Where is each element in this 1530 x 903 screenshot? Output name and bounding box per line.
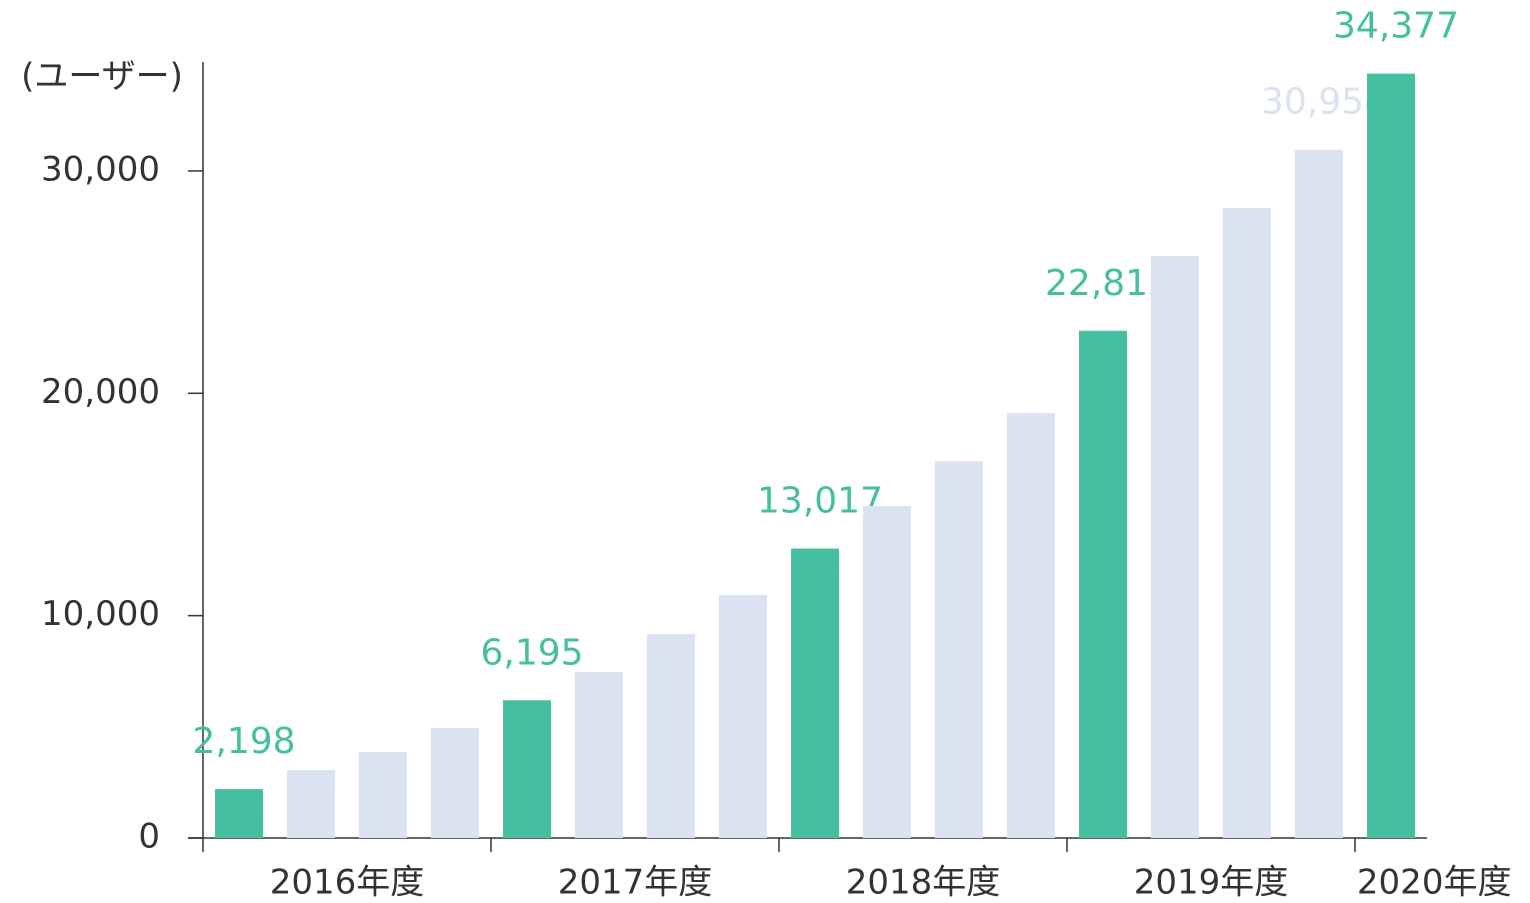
value-label: 6,195 [480,632,583,673]
bar [719,594,767,838]
bar [935,461,983,838]
x-tick-label: 2018年度 [846,863,1001,903]
value-label: 22,812 [1045,263,1171,304]
bar [359,751,407,838]
x-tick-label: 2017年度 [558,863,713,903]
x-tick-label: 2020年度 [1357,863,1512,903]
bar [863,506,911,838]
x-tick-label: 2019年度 [1134,863,1289,903]
value-label: 2,198 [192,721,295,762]
bar [1007,413,1055,838]
bar [1079,330,1127,838]
y-tick-label: 30,000 [41,149,160,189]
bar [791,548,839,838]
y-axis-label: (ユーザー) [21,57,183,97]
bar [1223,208,1271,838]
y-tick-label: 10,000 [41,594,160,634]
bar [1367,73,1415,838]
bar [215,789,263,838]
bar [575,672,623,838]
bar [1295,149,1343,838]
y-tick-label: 20,000 [41,372,160,412]
bar [431,727,479,838]
value-label: 13,017 [757,481,883,522]
bar [647,634,695,838]
y-tick-label: 0 [138,817,160,857]
bar [287,769,335,838]
bar [503,700,551,838]
value-label: 34,377 [1333,6,1459,47]
x-tick-label: 2016年度 [270,863,425,903]
value-label: 30,954 [1261,82,1387,123]
bar [1151,256,1199,838]
